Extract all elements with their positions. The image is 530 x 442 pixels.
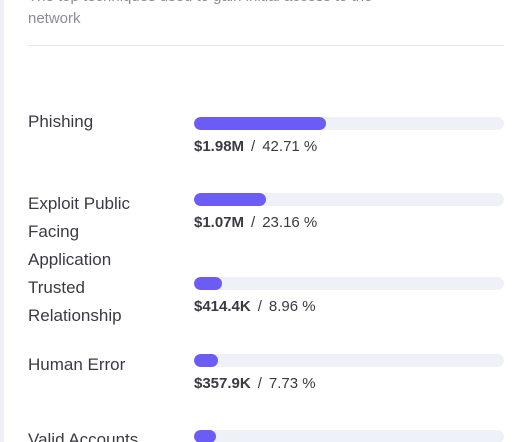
share-bar-fill — [194, 354, 218, 367]
share-bar-fill — [194, 277, 222, 290]
loss-amount: $414.4K — [194, 298, 251, 315]
technique-value: $414.4K / 8.96 % — [194, 297, 316, 317]
technique-label: Phishing — [28, 108, 178, 136]
loss-percent: 42.71 % — [262, 138, 318, 155]
loss-amount: $357.9K — [194, 375, 251, 392]
share-bar-track — [194, 430, 504, 442]
technique-value: $1.98M / 42.71 % — [194, 137, 317, 157]
share-bar-fill — [194, 430, 216, 442]
value-separator: / — [257, 375, 262, 392]
panel-description: The top techniques used to gain initial … — [28, 0, 508, 30]
value-separator: / — [251, 214, 256, 231]
share-bar-track — [194, 193, 504, 206]
share-bar-fill — [194, 193, 266, 206]
loss-percent: 8.96 % — [268, 298, 316, 315]
description-line-1: The top techniques used to gain initial … — [28, 0, 508, 8]
label-line: Valid Accounts — [28, 430, 139, 442]
label-line: Facing — [28, 222, 80, 241]
technique-value: $357.9K / 7.73 % — [194, 374, 316, 394]
section-divider — [28, 45, 504, 46]
description-line-2: network — [28, 10, 81, 27]
technique-label: Valid Accounts — [28, 426, 178, 442]
share-bar-track — [194, 117, 504, 130]
label-line: Phishing — [28, 112, 94, 131]
label-line: Trusted — [28, 278, 86, 297]
technique-label: Trusted Relationship — [28, 274, 178, 330]
technique-label: Human Error — [28, 351, 178, 379]
share-bar-track — [194, 354, 504, 367]
label-line: Exploit Public — [28, 194, 131, 213]
loss-percent: 23.16 % — [262, 214, 318, 231]
technique-label: Exploit Public Facing Application — [28, 190, 178, 274]
share-bar-track — [194, 277, 504, 290]
label-line: Application — [28, 250, 112, 269]
panel-edge — [0, 0, 4, 442]
loss-amount: $1.07M — [194, 214, 245, 231]
loss-amount: $1.98M — [194, 138, 245, 155]
share-bar-fill — [194, 117, 327, 130]
value-separator: / — [251, 138, 256, 155]
technique-value: $1.07M / 23.16 % — [194, 213, 317, 233]
label-line: Human Error — [28, 355, 126, 374]
value-separator: / — [257, 298, 262, 315]
label-line: Relationship — [28, 306, 122, 325]
loss-percent: 7.73 % — [268, 375, 316, 392]
